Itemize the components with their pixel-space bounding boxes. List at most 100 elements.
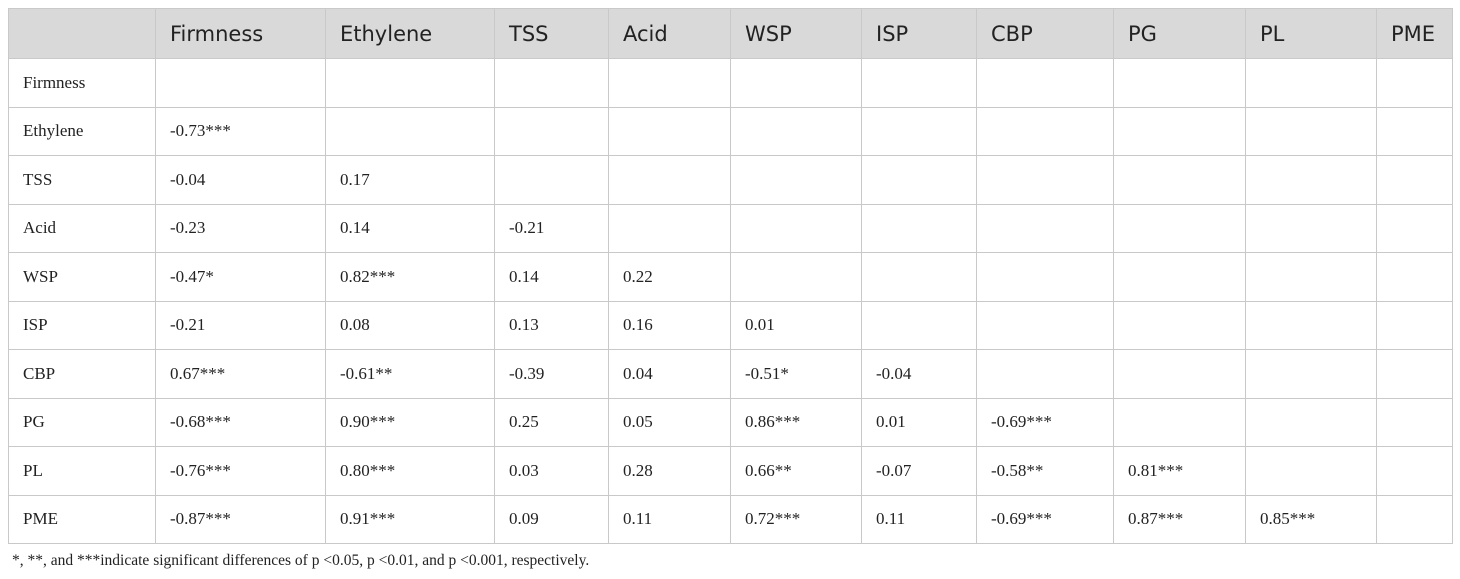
correlation-cell: 0.66** xyxy=(730,446,862,496)
column-header: PG xyxy=(1113,8,1246,59)
empty-cell xyxy=(494,155,609,205)
column-header: TSS xyxy=(494,8,609,59)
empty-cell xyxy=(1376,446,1453,496)
correlation-cell: 0.16 xyxy=(608,300,731,350)
empty-cell xyxy=(976,252,1114,302)
empty-cell xyxy=(1376,252,1453,302)
empty-cell xyxy=(976,349,1114,399)
empty-cell xyxy=(861,203,977,253)
empty-cell xyxy=(861,252,977,302)
row-header: Acid xyxy=(8,203,156,253)
empty-cell xyxy=(1113,397,1246,447)
empty-cell xyxy=(861,58,977,108)
empty-cell xyxy=(1245,397,1377,447)
correlation-cell: -0.61** xyxy=(325,349,495,399)
empty-cell xyxy=(1113,58,1246,108)
correlation-cell: 0.04 xyxy=(608,349,731,399)
row-header: WSP xyxy=(8,252,156,302)
empty-cell xyxy=(155,58,326,108)
correlation-cell: -0.73*** xyxy=(155,106,326,156)
correlation-cell: -0.21 xyxy=(155,300,326,350)
empty-cell xyxy=(730,106,862,156)
table-row: TSS -0.04 0.17 xyxy=(8,155,1453,205)
correlation-cell: 0.90*** xyxy=(325,397,495,447)
table-body: Firmness Ethylene -0.73*** TSS -0.04 0.17 Acid… xyxy=(8,58,1453,544)
correlation-cell: -0.87*** xyxy=(155,494,326,544)
correlation-cell: 0.03 xyxy=(494,446,609,496)
correlation-cell: -0.47* xyxy=(155,252,326,302)
empty-cell xyxy=(976,203,1114,253)
table-row: WSP -0.47* 0.82*** 0.14 0.22 xyxy=(8,252,1453,302)
column-header: Acid xyxy=(608,8,731,59)
empty-cell xyxy=(1245,155,1377,205)
table-row: PL -0.76*** 0.80*** 0.03 0.28 0.66** -0.07 -0.5… xyxy=(8,446,1453,496)
correlation-cell: 0.17 xyxy=(325,155,495,205)
empty-cell xyxy=(1245,58,1377,108)
column-header: CBP xyxy=(976,8,1114,59)
column-header: WSP xyxy=(730,8,862,59)
empty-cell xyxy=(1113,252,1246,302)
correlation-cell: -0.21 xyxy=(494,203,609,253)
table-row: Firmness xyxy=(8,58,1453,108)
row-header: Ethylene xyxy=(8,106,156,156)
empty-cell xyxy=(1113,203,1246,253)
empty-cell xyxy=(976,58,1114,108)
correlation-cell: 0.01 xyxy=(861,397,977,447)
correlation-cell: -0.07 xyxy=(861,446,977,496)
correlation-cell: 0.81*** xyxy=(1113,446,1246,496)
correlation-cell: -0.69*** xyxy=(976,397,1114,447)
empty-cell xyxy=(494,58,609,108)
correlation-cell: -0.68*** xyxy=(155,397,326,447)
table-row: CBP 0.67*** -0.61** -0.39 0.04 -0.51* -0.04 xyxy=(8,349,1453,399)
empty-cell xyxy=(861,300,977,350)
correlation-cell: -0.76*** xyxy=(155,446,326,496)
column-header: ISP xyxy=(861,8,977,59)
correlation-cell: 0.80*** xyxy=(325,446,495,496)
row-header: ISP xyxy=(8,300,156,350)
empty-cell xyxy=(1376,58,1453,108)
empty-cell xyxy=(1245,349,1377,399)
row-header: PG xyxy=(8,397,156,447)
empty-cell xyxy=(1113,106,1246,156)
column-header: PME xyxy=(1376,8,1453,59)
empty-cell xyxy=(1245,446,1377,496)
correlation-cell: 0.08 xyxy=(325,300,495,350)
correlation-cell: 0.22 xyxy=(608,252,731,302)
empty-cell xyxy=(861,106,977,156)
correlation-cell: 0.25 xyxy=(494,397,609,447)
empty-cell xyxy=(1245,252,1377,302)
correlation-cell: 0.82*** xyxy=(325,252,495,302)
table-row: Ethylene -0.73*** xyxy=(8,106,1453,156)
empty-cell xyxy=(976,106,1114,156)
empty-cell xyxy=(730,203,862,253)
empty-cell xyxy=(1113,349,1246,399)
empty-cell xyxy=(608,155,731,205)
empty-cell xyxy=(730,252,862,302)
row-header: Firmness xyxy=(8,58,156,108)
correlation-cell: 0.85*** xyxy=(1245,494,1377,544)
corner-cell xyxy=(8,8,156,59)
correlation-cell: -0.58** xyxy=(976,446,1114,496)
empty-cell xyxy=(730,58,862,108)
empty-cell xyxy=(1113,155,1246,205)
table-row: PG -0.68*** 0.90*** 0.25 0.05 0.86*** 0.01 -0.6… xyxy=(8,397,1453,447)
header-row: Firmness Ethylene TSS Acid WSP ISP CBP PG PL PME xyxy=(8,8,1453,59)
column-header: Firmness xyxy=(155,8,326,59)
correlation-cell: 0.11 xyxy=(608,494,731,544)
empty-cell xyxy=(1245,300,1377,350)
row-header: PME xyxy=(8,494,156,544)
correlation-cell: -0.23 xyxy=(155,203,326,253)
row-header: PL xyxy=(8,446,156,496)
table-row: Acid -0.23 0.14 -0.21 xyxy=(8,203,1453,253)
correlation-cell: 0.09 xyxy=(494,494,609,544)
table-row: ISP -0.21 0.08 0.13 0.16 0.01 xyxy=(8,300,1453,350)
empty-cell xyxy=(976,300,1114,350)
empty-cell xyxy=(861,155,977,205)
empty-cell xyxy=(1376,397,1453,447)
empty-cell xyxy=(1376,155,1453,205)
correlation-cell: 0.14 xyxy=(325,203,495,253)
empty-cell xyxy=(494,106,609,156)
empty-cell xyxy=(1376,349,1453,399)
correlation-cell: -0.51* xyxy=(730,349,862,399)
